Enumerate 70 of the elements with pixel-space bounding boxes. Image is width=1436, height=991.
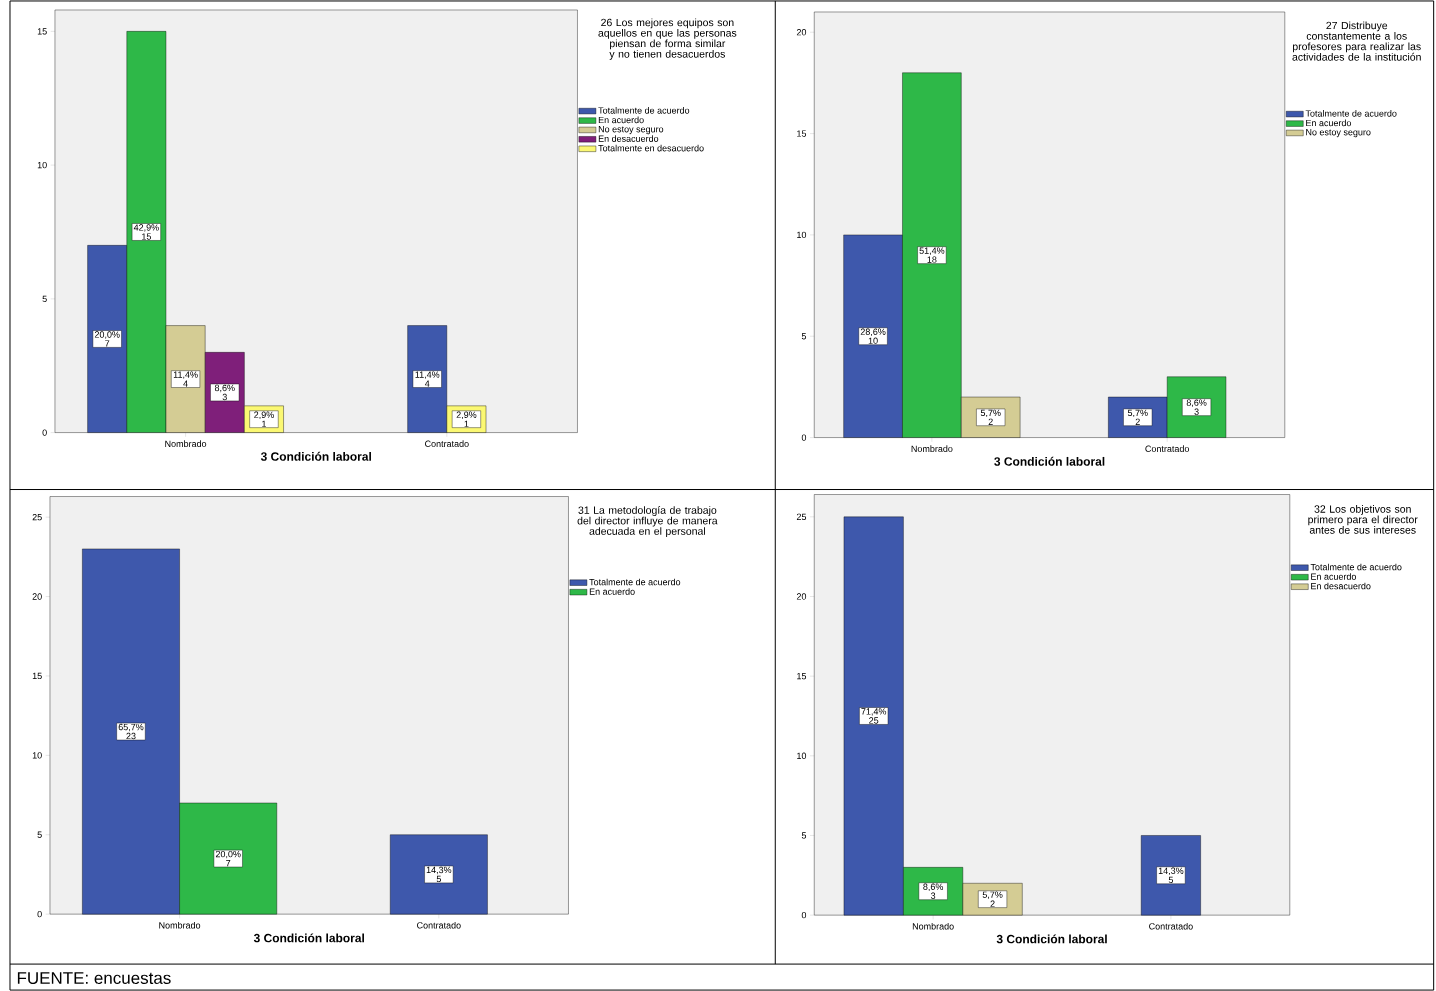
- legend-label: No estoy seguro: [1306, 129, 1371, 138]
- legend-label: En acuerdo: [1306, 119, 1352, 127]
- y-tick-label: 5: [801, 832, 807, 839]
- x-axis-title: 3 Condición laboral: [994, 456, 1105, 466]
- y-tick-label: 25: [796, 513, 807, 520]
- x-tick-label: Contratado: [1149, 922, 1193, 930]
- y-tick-label: 5: [801, 333, 807, 340]
- x-axis-title: 3 Condición laboral: [260, 451, 371, 461]
- y-tick-label: 5: [42, 295, 47, 302]
- data-label: 5,7% 2: [1127, 409, 1148, 425]
- legend-label: Totalmente en desacuerdo: [598, 144, 704, 152]
- y-tick-label: 20: [796, 593, 807, 600]
- y-tick-label: 20: [32, 593, 42, 600]
- data-label: 2,9% 1: [456, 411, 477, 427]
- y-tick-label: 25: [32, 513, 42, 521]
- data-label: 2,9% 1: [254, 411, 274, 427]
- data-label: 20,0% 7: [94, 331, 120, 347]
- data-label: 5,7% 2: [982, 891, 1003, 907]
- data-label: 14,3% 5: [1158, 867, 1184, 883]
- y-tick-label: 15: [797, 130, 807, 137]
- y-tick-label: 5: [37, 831, 42, 838]
- x-axis-title: 3 Condición laboral: [253, 933, 364, 943]
- y-tick-label: 15: [37, 28, 47, 35]
- data-label: 20,0% 7: [215, 850, 241, 867]
- legend-label: No estoy seguro: [598, 126, 664, 135]
- data-label: 8,6% 3: [1186, 399, 1207, 415]
- legend-title: 31 La metodología de trabajo del director influye de manera adecuada en el personal: [577, 506, 718, 537]
- x-tick-label: Nombrado: [911, 445, 953, 452]
- x-tick-label: Contratado: [417, 921, 461, 929]
- y-tick-label: 10: [32, 752, 42, 759]
- legend-label: En acuerdo: [1311, 573, 1357, 580]
- data-label: 14,3% 5: [426, 866, 452, 883]
- data-label: 51,4% 18: [919, 247, 945, 263]
- legend-title: 32 Los objetivos son primero para el director antes de sus intereses: [1308, 505, 1418, 534]
- x-tick-label: Contratado: [1145, 445, 1190, 452]
- legend-label: En desacuerdo: [1311, 582, 1371, 590]
- y-tick-label: 15: [32, 672, 42, 680]
- legend-label: En desacuerdo: [598, 135, 659, 142]
- x-tick-label: Nombrado: [912, 922, 954, 930]
- legend-label: Totalmente de acuerdo: [1305, 110, 1397, 117]
- legend-label: Totalmente de acuerdo: [589, 578, 681, 586]
- data-label: 28,6% 10: [860, 328, 886, 344]
- y-tick-label: 10: [797, 752, 807, 759]
- data-label: 8,6% 3: [923, 883, 944, 899]
- y-tick-label: 20: [796, 29, 807, 36]
- data-label: 42,9% 15: [133, 224, 159, 240]
- y-tick-label: 15: [797, 672, 807, 680]
- data-label: 71,4% 25: [861, 708, 887, 724]
- legend-label: Totalmente de acuerdo: [598, 107, 690, 114]
- x-axis-title: 3 Condición laboral: [996, 934, 1107, 944]
- data-label: 5,7% 2: [980, 409, 1001, 425]
- x-tick-label: Contratado: [425, 440, 469, 447]
- y-tick-label: 0: [801, 911, 807, 919]
- data-label: 11,4% 4: [415, 371, 440, 387]
- x-tick-label: Nombrado: [159, 921, 201, 929]
- y-tick-label: 0: [37, 910, 42, 918]
- data-label: 11,4% 4: [173, 371, 198, 387]
- y-tick-label: 10: [797, 231, 807, 239]
- source-note: FUENTE: encuestas: [17, 972, 171, 984]
- x-tick-label: Nombrado: [165, 440, 207, 447]
- legend-label: En acuerdo: [589, 588, 635, 595]
- y-tick-label: 0: [801, 434, 807, 441]
- y-tick-label: 0: [42, 429, 47, 436]
- legend-label: En acuerdo: [598, 116, 644, 124]
- data-label: 65,7% 23: [118, 723, 144, 740]
- legend-title: 26 Los mejores equipos son aquellos en que las personas piensan de forma similar y no tienen desacuerdos: [598, 18, 737, 60]
- y-tick-label: 10: [37, 161, 47, 169]
- data-label: 8,6% 3: [214, 384, 235, 401]
- legend-label: Totalmente de acuerdo: [1310, 563, 1402, 571]
- legend-title: 27 Distribuye constantemente a los profesores para realizar las actividades de la institución: [1292, 21, 1421, 61]
